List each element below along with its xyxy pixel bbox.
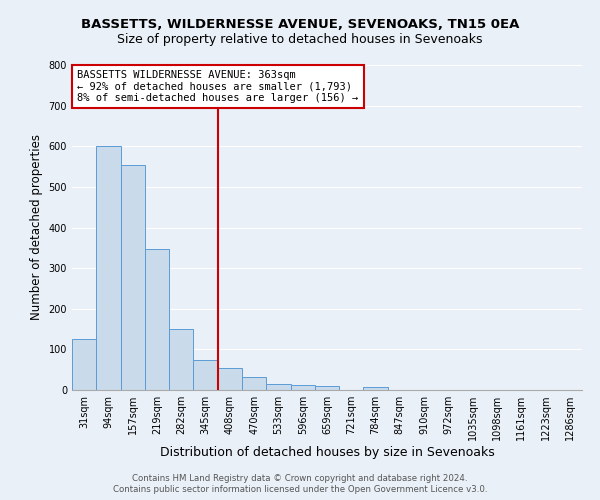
Text: BASSETTS, WILDERNESSE AVENUE, SEVENOAKS, TN15 0EA: BASSETTS, WILDERNESSE AVENUE, SEVENOAKS,… [81,18,519,30]
Text: Size of property relative to detached houses in Sevenoaks: Size of property relative to detached ho… [117,32,483,46]
Bar [145,249,169,390]
Bar [315,386,339,390]
Bar [290,384,315,390]
X-axis label: Distribution of detached houses by size in Sevenoaks: Distribution of detached houses by size … [160,446,494,459]
Bar [193,360,218,390]
Bar [364,387,388,390]
Bar [218,368,242,390]
Bar [242,377,266,390]
Bar [121,164,145,390]
Bar [169,329,193,390]
Bar [266,384,290,390]
Text: Contains HM Land Registry data © Crown copyright and database right 2024.
Contai: Contains HM Land Registry data © Crown c… [113,474,487,494]
Text: BASSETTS WILDERNESSE AVENUE: 363sqm
← 92% of detached houses are smaller (1,793): BASSETTS WILDERNESSE AVENUE: 363sqm ← 92… [77,70,358,103]
Bar [96,146,121,390]
Bar [72,339,96,390]
Y-axis label: Number of detached properties: Number of detached properties [30,134,43,320]
